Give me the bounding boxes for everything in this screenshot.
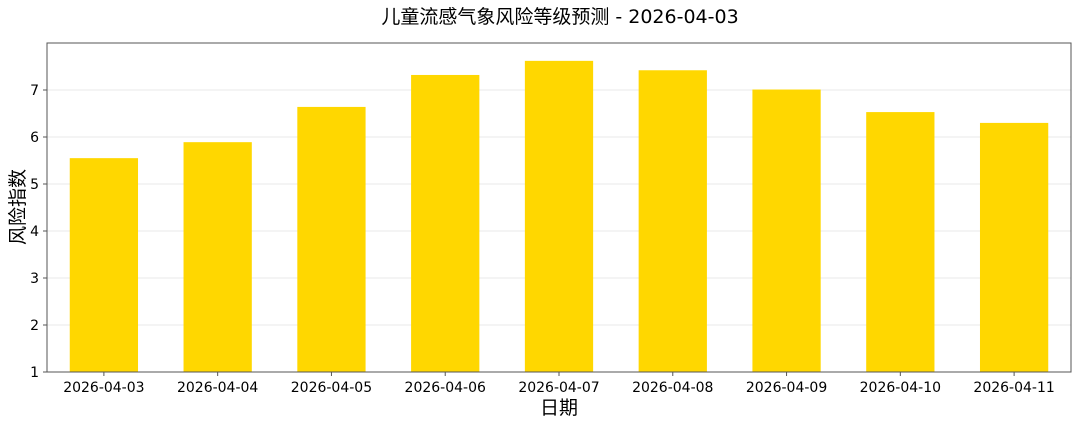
y-tick-label: 3 [30,271,39,287]
x-tick-label: 2026-04-08 [632,380,713,396]
bar [866,112,935,372]
y-tick-label: 5 [30,177,39,193]
bar [524,60,594,373]
x-axis-label: 日期 [540,397,578,419]
x-tick-label: 2026-04-03 [63,380,144,396]
bar [183,142,252,372]
y-axis-label: 风险指数 [7,169,29,245]
x-tick-label: 2026-04-04 [177,380,258,396]
bar [638,70,707,372]
bar [297,106,366,373]
bar [411,74,480,373]
x-tick-label: 2026-04-11 [973,380,1054,396]
x-tick-label: 2026-04-10 [860,380,941,396]
bar [69,158,139,372]
bar [752,89,821,372]
x-tick-label: 2026-04-05 [291,380,372,396]
y-tick-label: 2 [30,318,39,334]
y-tick-label: 7 [30,83,39,99]
chart-title: 儿童流感气象风险等级预测 - 2026-04-03 [381,6,738,28]
y-tick-label: 4 [30,224,39,240]
x-tick-label: 2026-04-07 [518,380,599,396]
x-tick-label: 2026-04-09 [746,380,827,396]
bar [979,122,1049,373]
x-tick-label: 2026-04-06 [405,380,486,396]
y-tick-label: 6 [30,130,39,146]
y-tick-label: 1 [30,365,39,381]
